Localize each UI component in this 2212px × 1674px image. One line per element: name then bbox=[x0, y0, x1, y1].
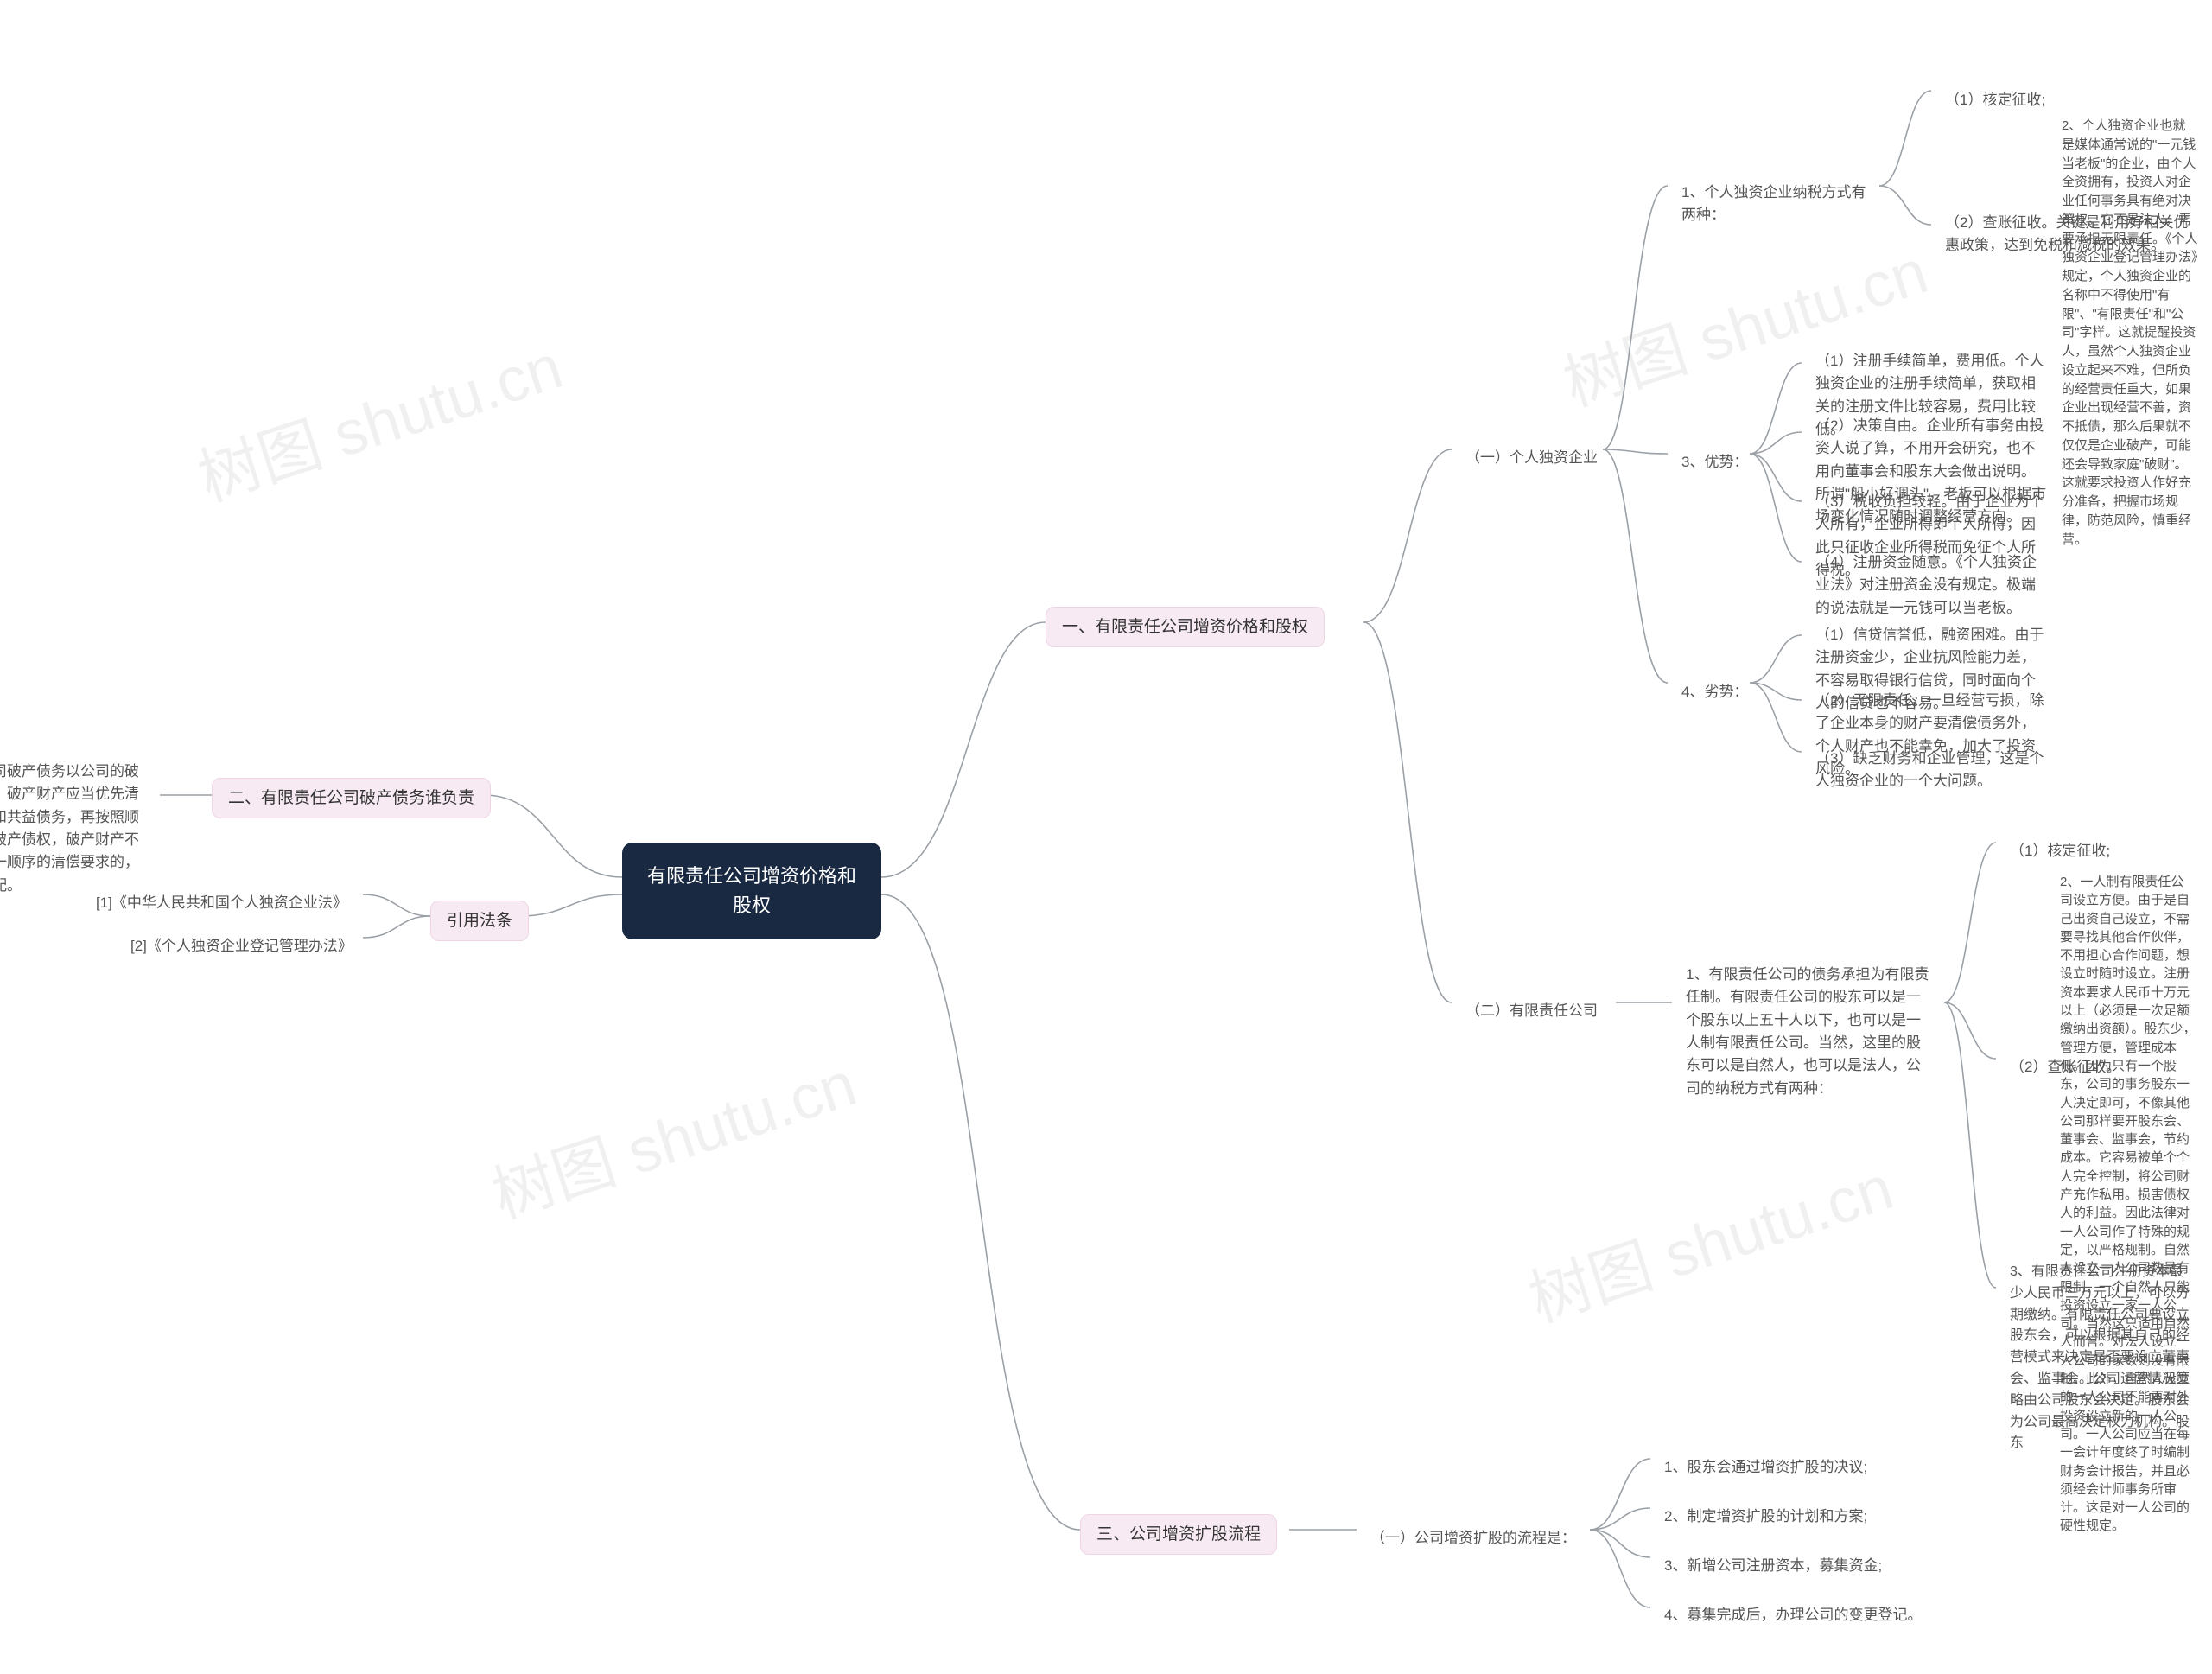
node-R1A4: 4、劣势： bbox=[1668, 672, 1762, 712]
edge-layer bbox=[0, 0, 2212, 1674]
watermark: 树图 shutu.cn bbox=[1516, 1136, 1902, 1340]
branch-L2[interactable]: 引用法条 bbox=[430, 901, 529, 941]
leaf-R3Ac: 3、新增公司注册资本，募集资金; bbox=[1650, 1546, 1896, 1586]
branch-R3[interactable]: 三、公司增资扩股流程 bbox=[1080, 1514, 1277, 1555]
leaf-R1A1b1: 2、个人独资企业也就是媒体通常说的"一元钱当老板"的企业，由个人全资拥有，投资人… bbox=[2048, 108, 2212, 557]
leaf-R1A4c: （3）缺乏财务和企业管理，这是个人独资企业的一个大问题。 bbox=[1802, 739, 2061, 802]
mindmap-canvas: { "watermark_text": "树图 shutu.cn", "wate… bbox=[0, 0, 2212, 1674]
leaf-L2b: [2]《个人独资企业登记管理办法》 bbox=[117, 926, 366, 966]
node-R3A[interactable]: （一）公司增资扩股的流程是： bbox=[1357, 1518, 1590, 1558]
node-R1B1: 1、有限责任公司的债务承担为有限责任制。有限责任公司的股东可以是一个股东以上五十… bbox=[1672, 955, 1948, 1109]
root-node: 有限责任公司增资价格和股权 bbox=[622, 843, 881, 939]
node-R1B[interactable]: （二）有限责任公司 bbox=[1452, 991, 1611, 1031]
watermark: 树图 shutu.cn bbox=[479, 1033, 865, 1236]
leaf-R1A1a: （1）核定征收; bbox=[1931, 80, 2059, 120]
leaf-R1B1c: 3、有限责任公司注册资本最少人民币三万元以上，可以分期缴纳。有限责任公司要设立股… bbox=[1996, 1253, 2208, 1463]
node-R1A3: 3、优势： bbox=[1668, 442, 1762, 482]
leaf-R3Ad: 4、募集完成后，办理公司的变更登记。 bbox=[1650, 1595, 1936, 1635]
node-R1A1: 1、个人独资企业纳税方式有两种： bbox=[1668, 173, 1884, 236]
leaf-R3Aa: 1、股东会通过增资扩股的决议; bbox=[1650, 1448, 1881, 1487]
leaf-R3Ab: 2、制定增资扩股的计划和方案; bbox=[1650, 1497, 1881, 1537]
node-R1A[interactable]: （一）个人独资企业 bbox=[1452, 438, 1611, 478]
branch-R1[interactable]: 一、有限责任公司增资价格和股权 bbox=[1046, 607, 1325, 647]
leaf-L2a: [1]《中华人民共和国个人独资企业法》 bbox=[82, 883, 361, 923]
branch-L1[interactable]: 二、有限责任公司破产债务谁负责 bbox=[212, 778, 491, 818]
watermark: 树图 shutu.cn bbox=[185, 315, 571, 519]
